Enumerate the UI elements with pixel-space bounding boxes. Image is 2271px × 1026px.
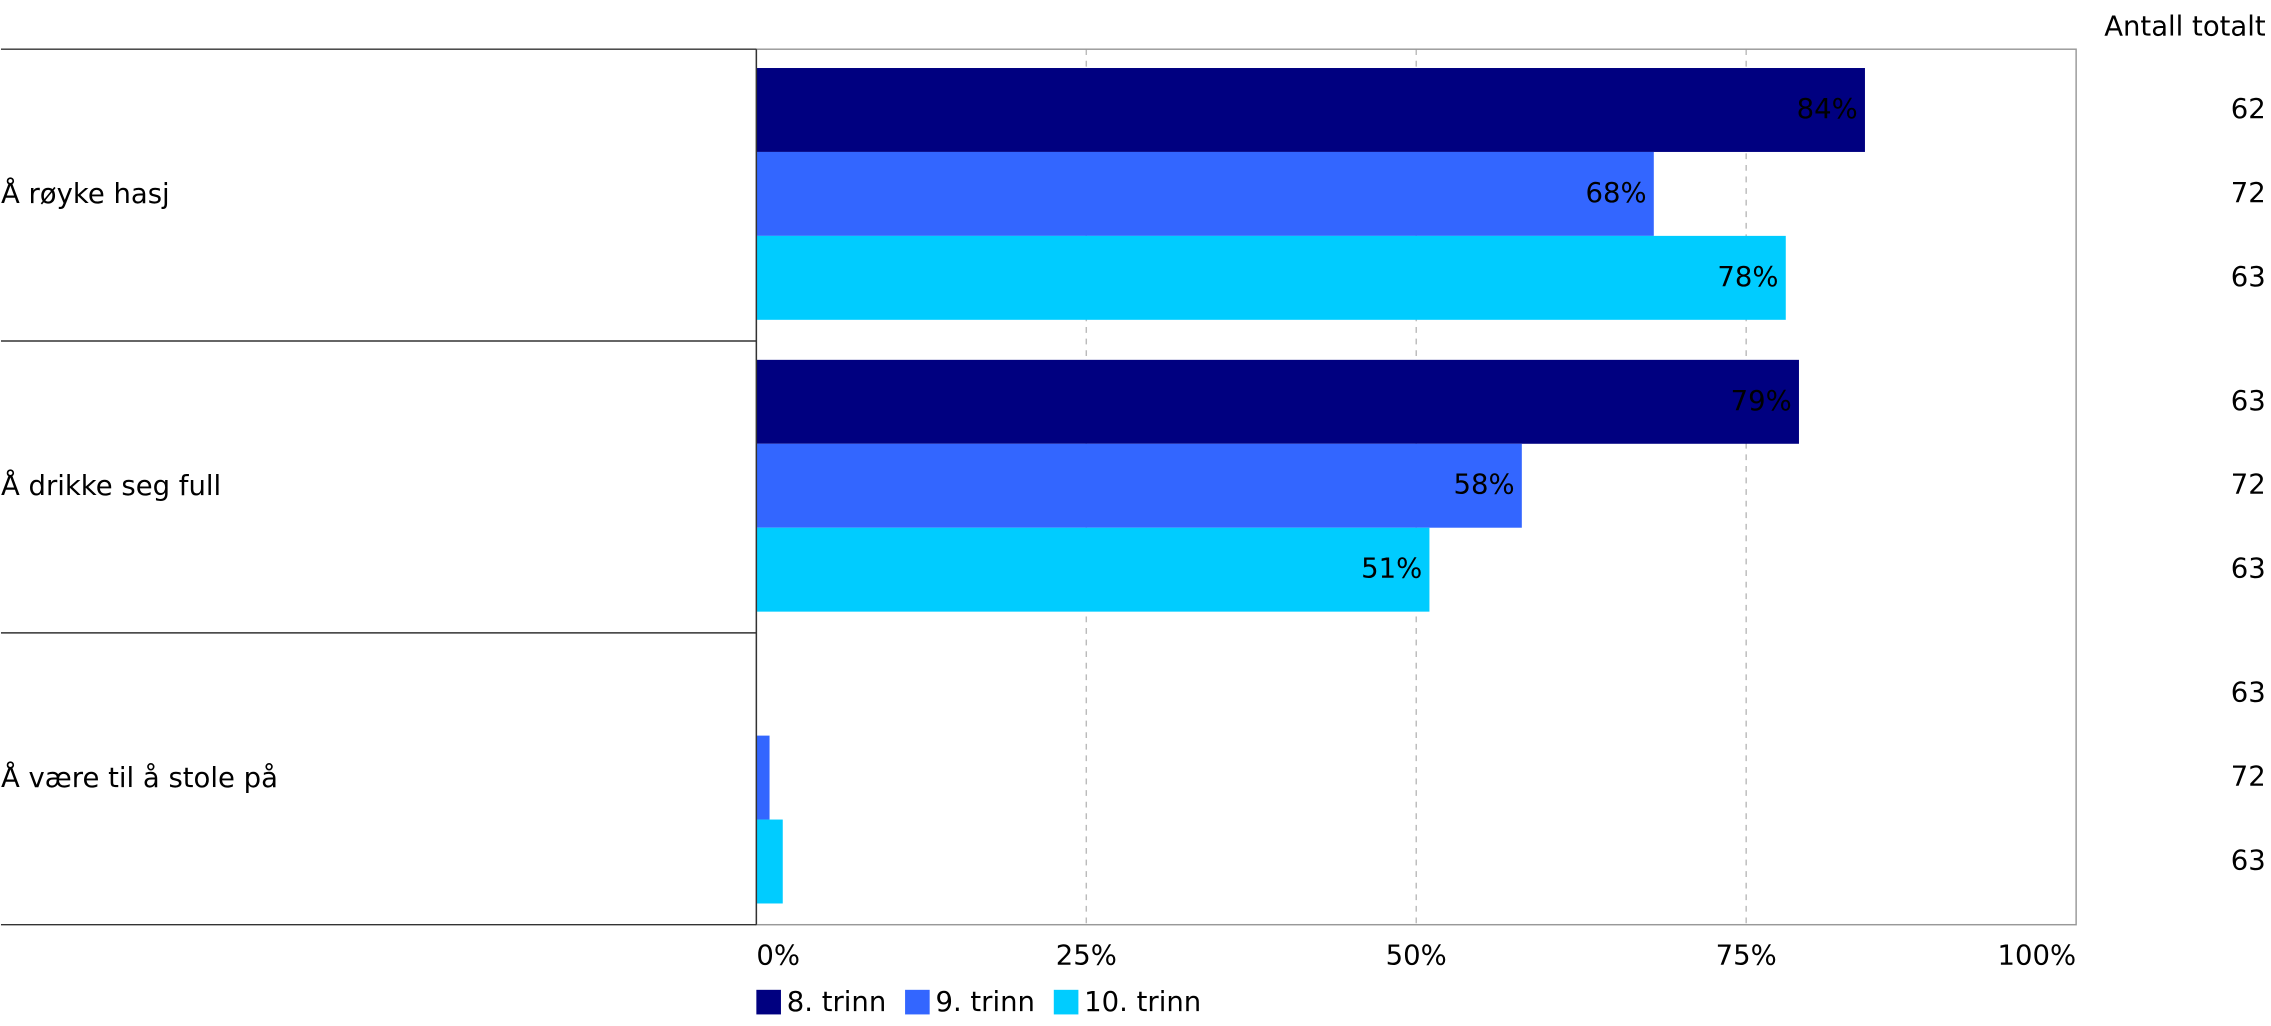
category-label: Å være til å stole på (1, 760, 278, 794)
count-label: 63 (2231, 553, 2266, 585)
count-label: 72 (2231, 469, 2266, 501)
x-tick-label: 75% (1716, 940, 1777, 972)
bar (756, 68, 1865, 152)
value-label: 58% (1453, 469, 1514, 501)
legend-label: 10. trinn (1084, 986, 1201, 1018)
count-label: 63 (2231, 385, 2266, 417)
counts-header: Antall totalt (2104, 10, 2266, 42)
count-label: 63 (2231, 677, 2266, 709)
legend-label: 8. trinn (787, 986, 887, 1018)
x-tick-label: 0% (756, 940, 800, 972)
legend-swatch (905, 989, 930, 1015)
legend-label: 9. trinn (935, 986, 1035, 1018)
value-label: 78% (1717, 261, 1778, 293)
count-label: 72 (2231, 761, 2266, 793)
count-label: 63 (2231, 261, 2266, 293)
legend-swatch (756, 989, 781, 1015)
bar (756, 359, 1799, 444)
x-tick-label: 25% (1056, 940, 1117, 972)
x-tick-label: 100% (1998, 940, 2077, 972)
bar (756, 443, 1522, 528)
bar (756, 735, 770, 820)
value-label: 68% (1585, 177, 1646, 209)
bar (756, 151, 1654, 236)
value-label: 51% (1361, 553, 1422, 585)
value-label: 79% (1731, 385, 1792, 417)
count-label: 62 (2231, 93, 2266, 125)
bar (756, 235, 1786, 320)
bar (756, 819, 783, 904)
x-tick-label: 50% (1386, 940, 1447, 972)
count-label: 63 (2231, 845, 2266, 877)
bar (756, 527, 1430, 612)
value-label: 84% (1797, 93, 1858, 125)
category-label: Å røyke hasj (1, 176, 170, 210)
legend-swatch (1053, 989, 1079, 1015)
count-label: 72 (2231, 177, 2266, 209)
category-label: Å drikke seg full (1, 468, 221, 502)
